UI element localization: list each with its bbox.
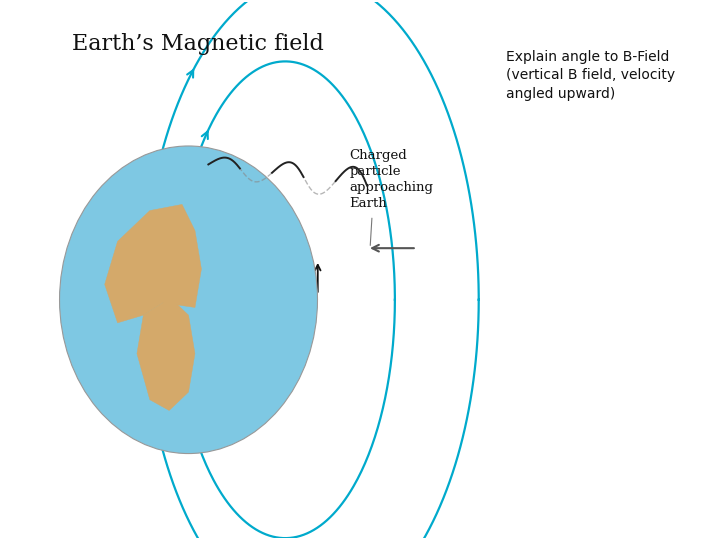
Ellipse shape	[60, 146, 318, 454]
Text: Charged
particle
approaching
Earth: Charged particle approaching Earth	[349, 149, 433, 210]
Text: Explain angle to B-Field
(vertical B field, velocity
angled upward): Explain angle to B-Field (vertical B fie…	[506, 50, 675, 100]
Polygon shape	[137, 303, 195, 410]
Text: B: B	[263, 300, 276, 317]
Text: Earth’s Magnetic field: Earth’s Magnetic field	[73, 33, 325, 55]
Polygon shape	[104, 205, 202, 323]
Text: B: B	[293, 300, 307, 317]
